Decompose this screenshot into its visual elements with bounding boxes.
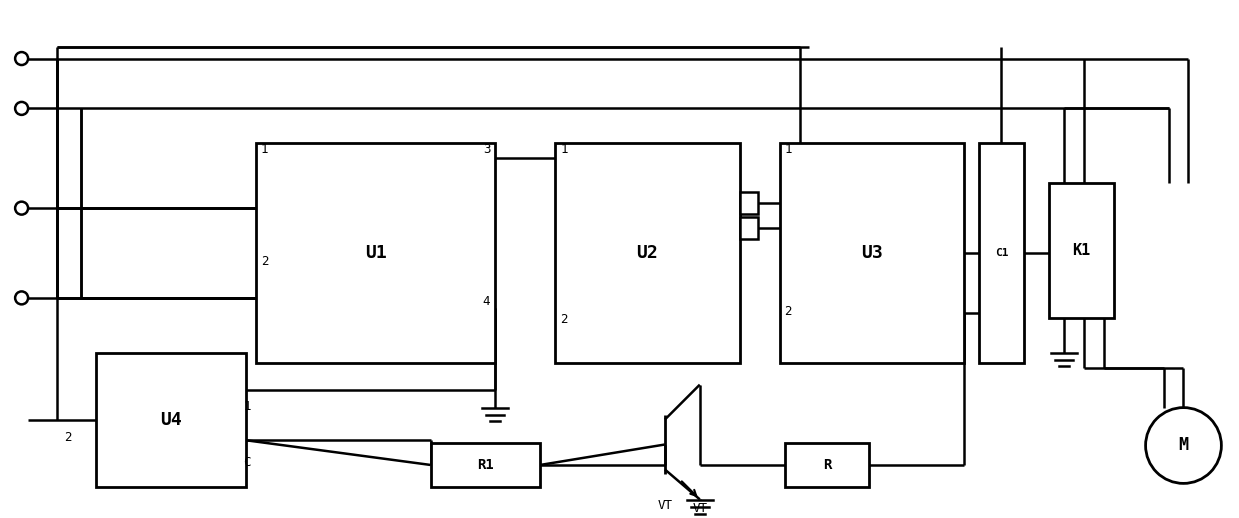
Bar: [979, 143, 1023, 363]
Bar: [256, 143, 496, 363]
Circle shape: [15, 202, 28, 214]
Text: 4: 4: [483, 295, 491, 308]
Text: U2: U2: [637, 244, 658, 262]
Text: U3: U3: [861, 244, 882, 262]
Text: 1: 1: [560, 143, 567, 156]
Text: R1: R1: [477, 458, 493, 472]
Text: 2: 2: [261, 255, 269, 268]
Bar: [430, 442, 540, 487]
Circle shape: [15, 102, 28, 115]
Text: 2: 2: [784, 305, 792, 318]
Text: R: R: [823, 458, 831, 472]
Bar: [555, 143, 740, 363]
Bar: [740, 217, 757, 239]
Bar: [779, 143, 964, 363]
Text: VT: VT: [693, 502, 707, 515]
Circle shape: [15, 292, 28, 305]
Text: 2: 2: [64, 431, 72, 444]
Text: 3: 3: [483, 143, 491, 156]
Circle shape: [15, 52, 28, 65]
Bar: [1049, 183, 1114, 318]
Text: U1: U1: [364, 244, 387, 262]
Text: 1: 1: [784, 143, 792, 156]
Text: C1: C1: [995, 248, 1009, 258]
Text: U4: U4: [160, 411, 182, 429]
Text: VT: VT: [658, 499, 673, 512]
Text: K1: K1: [1072, 243, 1090, 258]
Bar: [97, 353, 247, 487]
Text: 1: 1: [261, 143, 269, 156]
Circle shape: [1146, 408, 1222, 483]
Text: 2: 2: [560, 313, 567, 326]
Bar: [784, 442, 870, 487]
Bar: [740, 192, 757, 214]
Text: C: C: [244, 456, 252, 469]
Text: 1: 1: [244, 399, 252, 413]
Text: M: M: [1178, 437, 1188, 454]
